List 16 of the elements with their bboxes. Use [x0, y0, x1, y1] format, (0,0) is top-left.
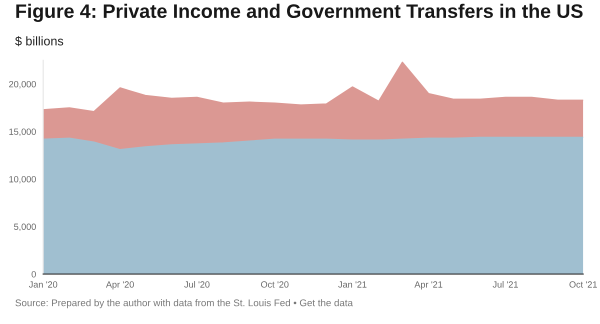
chart-subtitle: $ billions — [15, 36, 64, 46]
x-tick-label: Jul '21 — [492, 281, 518, 288]
x-tick-label: Jul '20 — [184, 281, 210, 288]
x-tick-label: Apr '21 — [414, 281, 442, 290]
x-tick-label: Jan '20 — [28, 281, 58, 288]
x-tick-label: Apr '20 — [106, 281, 134, 290]
y-tick-label: 5,000 — [14, 224, 36, 232]
y-tick-label: 10,000 — [9, 176, 36, 184]
x-tick-label: Oct '20 — [261, 281, 289, 288]
y-tick-label: 15,000 — [9, 128, 36, 136]
chart-title: Figure 4: Private Income and Government Transfers in the US — [16, 4, 583, 22]
y-tick-label: 20,000 — [9, 80, 36, 88]
x-tick-label: Jan '21 — [338, 281, 366, 288]
y-tick-label: 0 — [32, 271, 36, 278]
x-tick-label: Oct '21 — [569, 281, 597, 288]
source-note: Source: Prepared by the author with data from the St. Louis Fed • Get the data — [15, 299, 353, 308]
